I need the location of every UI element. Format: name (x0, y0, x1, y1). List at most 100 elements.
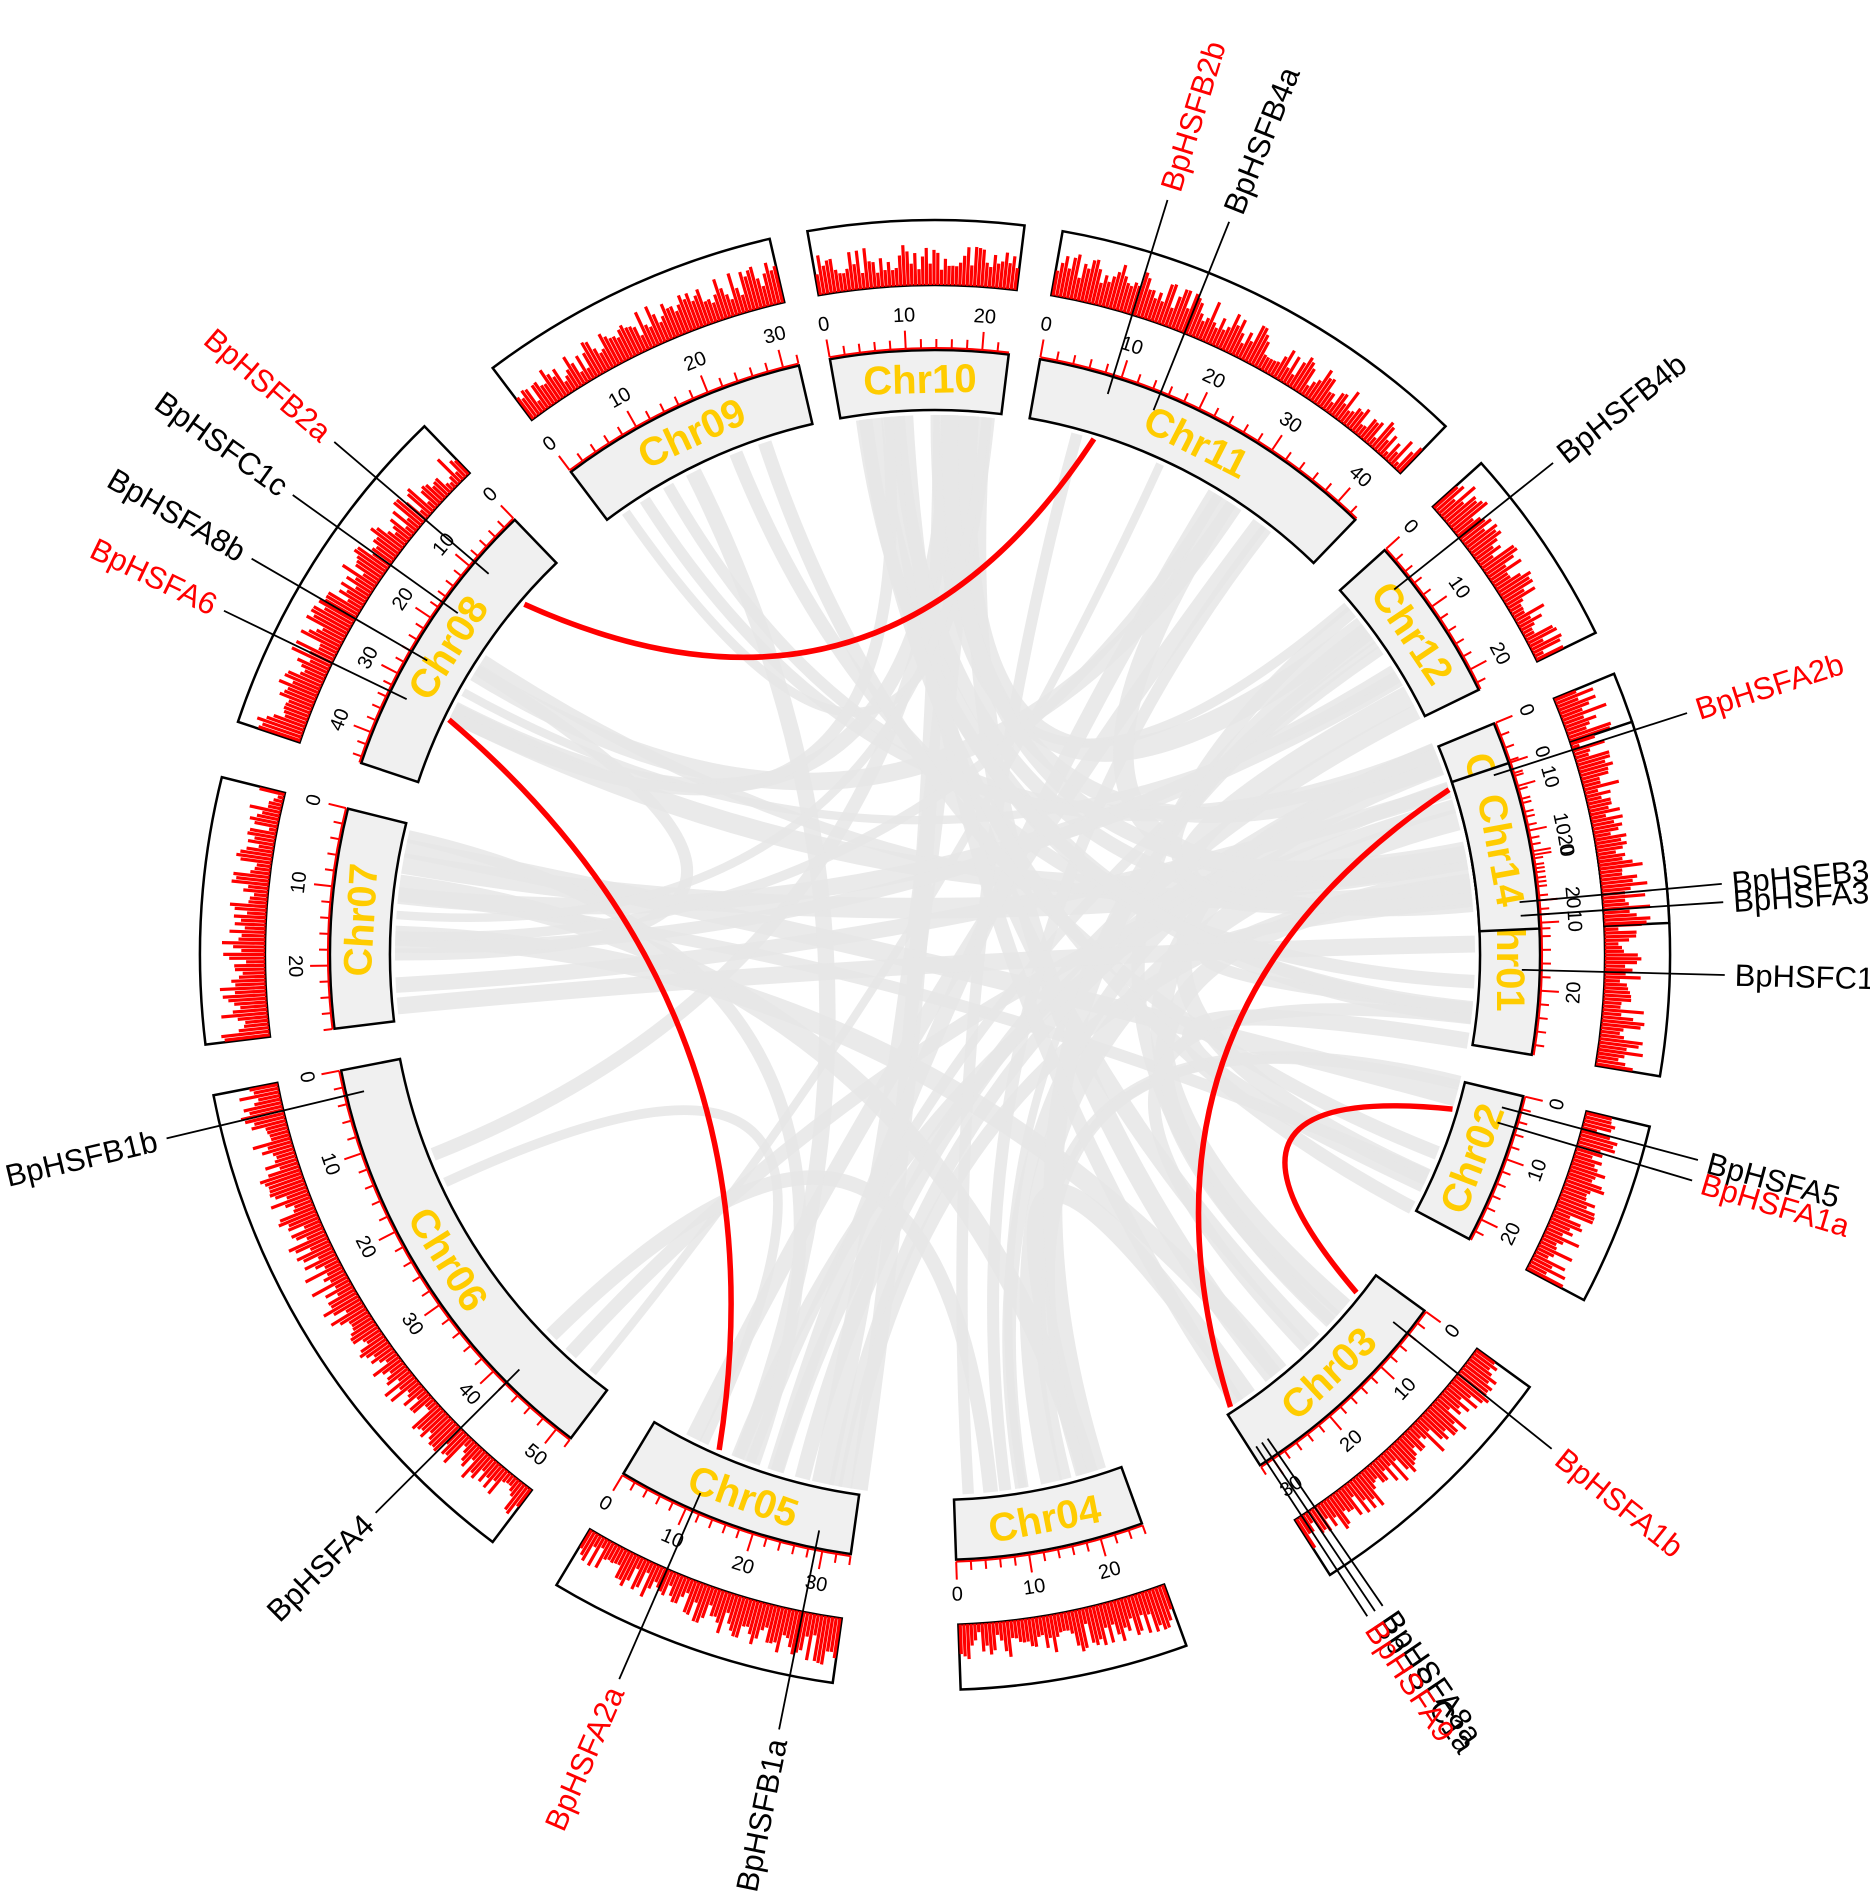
gene-label: BpHSFC1b (1734, 958, 1870, 997)
gene-density-histogram (239, 1083, 532, 1515)
density-track-frame (490, 237, 786, 422)
tick-label: 10 (316, 1150, 344, 1178)
tick-label: 10 (1548, 811, 1574, 837)
density-track-frame (236, 424, 472, 744)
paralog-pair-link (1282, 1103, 1453, 1295)
tick-label: 0 (1530, 743, 1554, 761)
scale-ticks (955, 1525, 1147, 1580)
paralog-pair-link (523, 437, 1097, 661)
gene-label: BpHSFA1b (1549, 1441, 1691, 1564)
paralog-pair-link (1195, 787, 1451, 1408)
background-link (987, 524, 1272, 1492)
tick-label: 20 (1096, 1557, 1123, 1584)
tick-label: 10 (1563, 909, 1586, 932)
gene-density-histogram (579, 1529, 842, 1665)
tick-label: 0 (479, 483, 502, 507)
gene-marker-line (292, 494, 459, 614)
tick-label: 0 (539, 432, 561, 456)
tick-axis-line (1385, 548, 1482, 690)
scale-ticks (558, 349, 800, 471)
gene-marker-line (1255, 1445, 1369, 1617)
tick-label: 20 (1553, 833, 1578, 859)
tick-axis-line (829, 347, 1010, 359)
tick-label: 0 (1441, 1320, 1465, 1342)
tick-label: 0 (1554, 842, 1578, 857)
chromosome-chr10: 0 10 20 Chr10 (805, 218, 1026, 420)
tick-label: 0 (595, 1491, 616, 1516)
tick-label: 20 (973, 305, 997, 329)
gene-label: BpHSFB4a (1217, 61, 1308, 219)
background-link (858, 418, 1416, 1214)
gene-marker-line (223, 609, 408, 701)
background-link (406, 830, 807, 1466)
gene-marker-line (1497, 1121, 1693, 1182)
chromosome-label: Chr10 (863, 357, 978, 404)
gene-density-histogram (516, 262, 785, 420)
tick-axis-line (1040, 356, 1358, 520)
gene-marker-line (1106, 199, 1169, 395)
background-link (396, 416, 991, 922)
gene-density-histogram (1526, 1111, 1618, 1288)
background-link (589, 462, 1164, 1376)
chromosome-ideogram (621, 1420, 861, 1556)
tick-label: 20 (729, 1552, 757, 1580)
gene-marker-line (1393, 462, 1554, 591)
tick-label: 20 (1336, 1426, 1367, 1457)
chromosome-ideogram (569, 364, 814, 522)
gene-label: BpHSFB2b (1154, 37, 1233, 196)
gene-label: BpHSFA2a (538, 1681, 632, 1836)
gene-density-histogram (815, 245, 1020, 296)
tick-label: 10 (658, 1524, 687, 1553)
gene-label: BpHSFA2b (1691, 646, 1848, 726)
gene-label: BpHSFB1b (2, 1124, 161, 1194)
tick-axis-line (327, 807, 348, 1030)
gene-marker-line (251, 557, 428, 662)
tick-label: 30 (353, 643, 383, 673)
chromosome-ideogram (1338, 548, 1481, 718)
tick-label: 0 (1399, 515, 1423, 538)
background-link (394, 665, 1398, 953)
gene-marker-line (1493, 712, 1688, 777)
tick-axis-line (338, 1070, 571, 1441)
background-link (758, 440, 1440, 1160)
highlighted-gene-pair-links (447, 437, 1453, 1451)
gene-marker-line (1520, 901, 1724, 917)
scale-ticks (352, 504, 515, 758)
tick-label: 20 (1562, 981, 1585, 1005)
background-link (794, 704, 1421, 1481)
scale-ticks (1475, 1095, 1543, 1237)
tick-label: 10 (1022, 1575, 1047, 1600)
background-link (396, 935, 1476, 1015)
tick-label: 30 (397, 1309, 428, 1340)
gene-marker-line (333, 441, 490, 575)
chromosome-ideogram (1226, 1273, 1427, 1467)
gene-label: BpHSFA4 (260, 1508, 381, 1629)
gene-marker-line (1152, 221, 1230, 411)
tick-label: 0 (1039, 313, 1054, 337)
scale-ticks (1385, 536, 1487, 684)
scale-ticks (1039, 339, 1358, 514)
tick-label: 10 (287, 870, 311, 895)
background-link (395, 492, 1223, 942)
tick-label: 20 (351, 1232, 381, 1262)
chromosome-ideogram (339, 1057, 609, 1440)
tick-label: 10 (1524, 1156, 1552, 1184)
chromosome-chr14: 01020Chr14 (1450, 720, 1671, 933)
chromosome-chr07: 0 10 20 Chr07 (198, 775, 408, 1046)
background-link (1170, 633, 1473, 913)
gene-marker-line (375, 1368, 521, 1514)
tick-label: 40 (325, 705, 354, 734)
gene-density-histogram (256, 458, 470, 743)
tick-label: 10 (1536, 763, 1563, 790)
tick-label: 20 (681, 347, 710, 376)
scale-ticks (310, 802, 347, 1032)
gene-marker-line (166, 1090, 365, 1140)
gene-marker-line (1266, 1438, 1384, 1607)
gene-marker-line (1392, 1321, 1553, 1450)
chromosome-ideogram (328, 807, 408, 1031)
tick-axis-line (621, 1474, 851, 1558)
gene-density-histogram (958, 1584, 1173, 1660)
